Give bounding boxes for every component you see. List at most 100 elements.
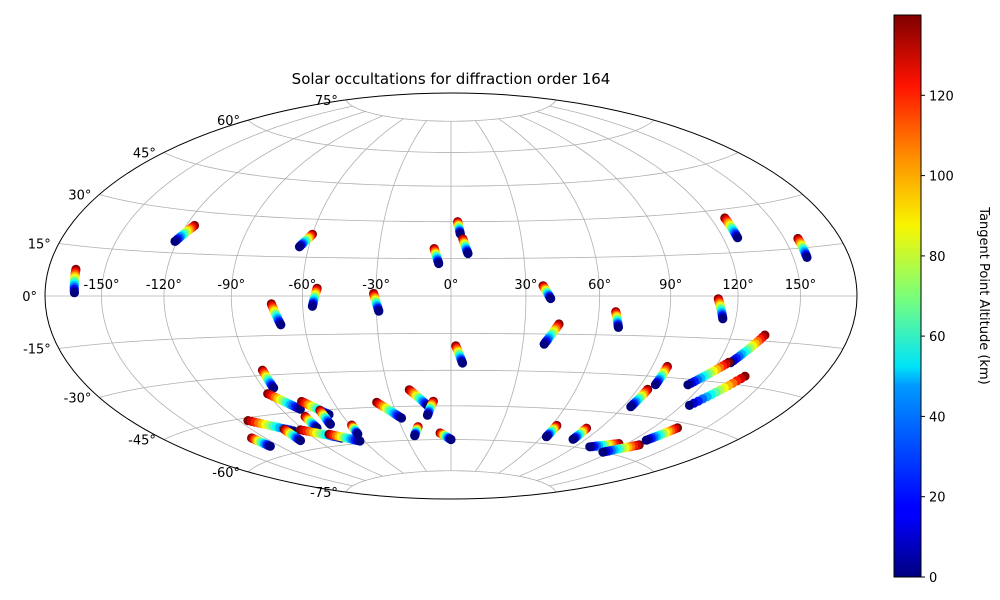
- occultation-track: [247, 433, 275, 451]
- track-point: [650, 380, 661, 390]
- y-tick-label: 30°: [68, 189, 91, 204]
- parallel-line: [58, 333, 844, 349]
- track-point: [276, 320, 286, 330]
- track-point: [353, 429, 363, 439]
- occultation-track: [641, 423, 683, 445]
- colorbar-tick-label: 100: [929, 170, 954, 185]
- track-point: [626, 402, 636, 412]
- y-tick-label: -30°: [64, 392, 92, 407]
- map-grid: [45, 99, 857, 493]
- occultation-track: [458, 234, 473, 259]
- occultation-track: [372, 397, 407, 423]
- occultation-track: [626, 384, 653, 412]
- track-point: [422, 410, 433, 420]
- chart-title: Solar occultations for diffraction order…: [292, 70, 611, 88]
- occultation-track: [598, 440, 644, 457]
- occultation-tracks: [69, 213, 812, 457]
- occultation-track: [650, 361, 673, 390]
- occultation-track: [684, 371, 750, 410]
- occultation-track: [369, 288, 384, 316]
- occultation-track: [611, 307, 624, 332]
- track-point: [641, 435, 651, 445]
- track-point: [733, 233, 743, 243]
- occultation-track: [453, 217, 465, 239]
- colorbar-tick-label: 20: [929, 491, 946, 506]
- occultation-track: [307, 283, 322, 311]
- parallel-line: [99, 369, 803, 398]
- y-tick-label: 75°: [315, 94, 338, 109]
- track-point: [269, 383, 279, 393]
- track-point: [568, 434, 578, 444]
- parallel-line: [345, 470, 557, 493]
- occultation-track: [538, 281, 556, 304]
- occultation-track: [170, 220, 200, 246]
- occultation-track: [435, 428, 456, 445]
- colorbar-tick-label: 40: [929, 410, 946, 425]
- occultation-track: [683, 357, 734, 390]
- track-point: [396, 413, 407, 423]
- x-tick-label: 90°: [659, 278, 682, 293]
- y-tick-label: -15°: [23, 343, 51, 358]
- occultation-track: [539, 319, 564, 349]
- track-point: [457, 358, 468, 368]
- y-tick-labels: -75° -60° -45° -30° -15° 0° 15° 30° 45° 60° 75°: [22, 94, 338, 501]
- x-tick-label: 30°: [514, 278, 537, 293]
- track-point: [325, 419, 335, 429]
- occultation-track: [541, 420, 562, 442]
- track-point: [585, 442, 595, 452]
- occultation-track: [263, 389, 305, 414]
- track-point: [718, 314, 728, 324]
- track-point: [613, 322, 624, 332]
- occultation-track: [294, 229, 317, 252]
- parallel-line: [163, 152, 739, 187]
- map-outline: [44, 92, 858, 500]
- track-point: [802, 252, 812, 262]
- x-tick-labels: -150° -120° -90° -60° -30° 0° 30° 60° 90° 120° 150…: [83, 278, 816, 293]
- occultation-track: [713, 294, 728, 324]
- colorbar-tick-label: 60: [929, 330, 946, 345]
- track-point: [69, 288, 79, 298]
- x-tick-label: -90°: [217, 278, 245, 293]
- occultation-track: [266, 299, 286, 330]
- track-point: [598, 447, 608, 457]
- x-tick-label: 0°: [444, 278, 459, 293]
- track-point: [294, 242, 305, 252]
- occultation-track: [257, 365, 279, 393]
- track-point: [355, 436, 365, 446]
- x-tick-label: -120°: [146, 278, 182, 293]
- colorbar: 0 20 40 60 80 100 120 Tangent Point Altitude (…: [893, 14, 991, 586]
- track-point: [684, 400, 695, 410]
- occultation-track: [429, 244, 444, 269]
- x-tick-label: -150°: [83, 278, 119, 293]
- colorbar-bar: [893, 14, 922, 578]
- parallel-line: [345, 99, 557, 122]
- track-point: [446, 434, 456, 445]
- x-tick-label: -60°: [289, 278, 317, 293]
- colorbar-tick-label: 0: [929, 571, 937, 586]
- y-tick-label: -75°: [310, 486, 338, 501]
- track-point: [546, 293, 556, 304]
- track-point: [541, 432, 552, 442]
- occultation-track: [720, 213, 743, 243]
- y-tick-label: 45°: [133, 147, 156, 162]
- colorbar-label: Tangent Point Altitude (km): [976, 206, 991, 384]
- parallel-line: [247, 119, 655, 153]
- occultation-track: [422, 396, 438, 420]
- occultation-track: [793, 233, 812, 262]
- x-tick-label: -30°: [362, 278, 390, 293]
- occultation-track: [347, 420, 363, 439]
- x-tick-label: 60°: [588, 278, 611, 293]
- track-point: [374, 306, 384, 316]
- occultation-track: [568, 423, 592, 444]
- occultation-track: [279, 424, 306, 446]
- occultation-track: [69, 264, 81, 298]
- y-tick-label: -60°: [212, 466, 240, 481]
- occultation-track: [315, 405, 335, 429]
- x-tick-label: 120°: [722, 278, 753, 293]
- track-point: [463, 248, 473, 259]
- track-point: [307, 301, 317, 311]
- track-point: [295, 435, 306, 446]
- occultation-track: [451, 341, 468, 368]
- x-tick-label: 150°: [785, 278, 816, 293]
